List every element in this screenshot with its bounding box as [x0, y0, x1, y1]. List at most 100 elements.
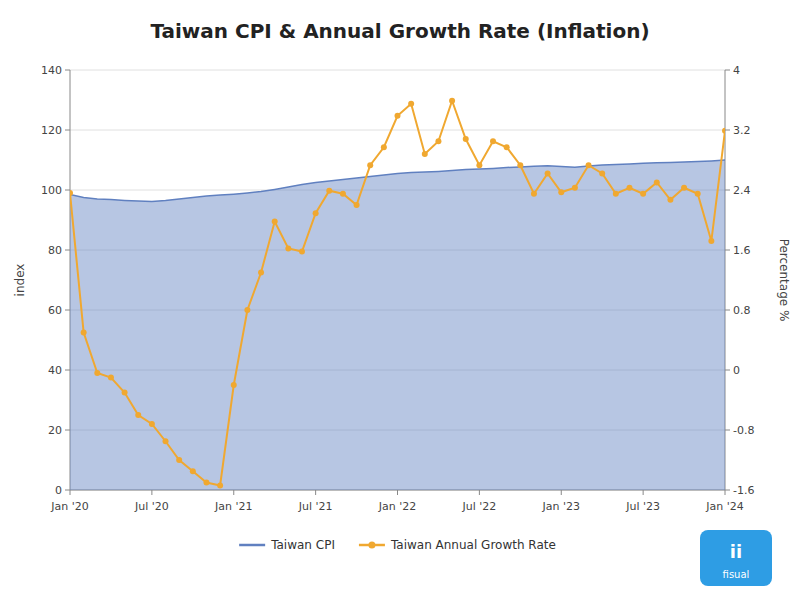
x-tick-label: Jan '23 — [542, 500, 580, 513]
legend-label: Taiwan Annual Growth Rate — [390, 538, 556, 552]
logo: ii fisual — [700, 530, 772, 586]
plot-data — [70, 98, 725, 490]
y2-tick — [725, 310, 730, 311]
y-tick-label: 80 — [48, 244, 62, 257]
y-tick — [65, 250, 70, 251]
growth-marker — [190, 468, 196, 474]
title: Taiwan CPI & Annual Growth Rate (Inflati… — [150, 19, 649, 43]
y-tick — [65, 370, 70, 371]
y2-tick-label: 3.2 — [733, 124, 751, 137]
growth-marker — [517, 162, 523, 168]
growth-marker — [531, 191, 537, 197]
growth-marker — [285, 246, 291, 252]
growth-marker — [217, 483, 223, 489]
growth-marker — [667, 197, 673, 203]
growth-marker — [94, 370, 100, 376]
logo-text: ii — [730, 541, 742, 562]
y-tick-label: 140 — [41, 64, 62, 77]
growth-marker — [367, 162, 373, 168]
growth-marker — [163, 438, 169, 444]
growth-marker — [558, 189, 564, 195]
growth-marker — [326, 188, 332, 194]
y2-tick-label: 1.6 — [733, 244, 751, 257]
growth-marker — [108, 375, 114, 381]
y-tick — [65, 310, 70, 311]
y2-tick — [725, 70, 730, 71]
growth-marker — [613, 191, 619, 197]
growth-marker — [354, 202, 360, 208]
growth-marker — [476, 162, 482, 168]
growth-marker — [70, 190, 73, 196]
growth-marker — [122, 390, 128, 396]
cpi-line — [70, 160, 725, 201]
growth-marker — [599, 171, 605, 177]
x-tick-label: Jul '20 — [134, 500, 169, 513]
y2-axis-label: Percentage % — [777, 239, 791, 322]
legend-item: Taiwan CPI — [239, 538, 335, 552]
legend-marker — [368, 542, 375, 549]
y2-tick — [725, 130, 730, 131]
growth-marker — [299, 249, 305, 255]
growth-marker — [504, 144, 510, 150]
x-tick — [70, 490, 71, 495]
y2-tick — [725, 430, 730, 431]
growth-marker — [272, 219, 278, 225]
growth-marker — [449, 98, 455, 104]
legend-swatch — [239, 544, 265, 547]
x-tick-label: Jan '20 — [50, 500, 88, 513]
y2-tick-label: -1.6 — [733, 484, 754, 497]
y-tick-label: 100 — [41, 184, 62, 197]
x-tick-label: Jul '21 — [298, 500, 333, 513]
y2-tick — [725, 490, 730, 491]
y2-tick-label: 2.4 — [733, 184, 751, 197]
growth-marker — [654, 180, 660, 186]
growth-marker — [586, 162, 592, 168]
legend-item: Taiwan Annual Growth Rate — [359, 538, 556, 552]
x-tick — [315, 490, 316, 495]
growth-marker — [244, 307, 250, 313]
legend: Taiwan CPI Taiwan Annual Growth Rate — [239, 538, 556, 552]
growth-marker — [81, 330, 87, 336]
growth-marker — [231, 382, 237, 388]
growth-marker — [435, 138, 441, 144]
chart: Taiwan CPI & Annual Growth Rate (Inflati… — [0, 0, 800, 600]
growth-marker — [149, 421, 155, 427]
cpi-area — [70, 160, 725, 490]
growth-marker — [463, 136, 469, 142]
x-tick-label: Jan '22 — [378, 500, 416, 513]
legend-label: Taiwan CPI — [270, 538, 335, 552]
y-tick-label: 20 — [48, 424, 62, 437]
growth-line — [70, 101, 725, 486]
y-tick-label: 60 — [48, 304, 62, 317]
growth-marker — [626, 185, 632, 191]
growth-marker — [490, 138, 496, 144]
growth-marker — [722, 128, 725, 134]
x-tick — [725, 490, 726, 495]
x-tick — [397, 490, 398, 495]
grid-line — [70, 70, 725, 71]
growth-marker — [395, 113, 401, 119]
y2-tick-label: 4 — [733, 64, 740, 77]
x-tick — [233, 490, 234, 495]
growth-marker — [708, 238, 714, 244]
grid-line — [70, 130, 725, 131]
y-tick-label: 0 — [55, 484, 62, 497]
logo-box — [700, 530, 772, 586]
y2-tick-label: 0 — [733, 364, 740, 377]
y-axis-label: index — [13, 264, 27, 297]
logo-text: fisual — [723, 569, 750, 580]
growth-marker — [681, 185, 687, 191]
x-tick — [479, 490, 480, 495]
growth-marker — [381, 144, 387, 150]
growth-marker — [572, 185, 578, 191]
growth-marker — [203, 480, 209, 486]
growth-marker — [640, 191, 646, 197]
x-tick-label: Jan '21 — [214, 500, 252, 513]
x-tick — [561, 490, 562, 495]
x-tick-label: Jan '24 — [705, 500, 743, 513]
growth-marker — [340, 191, 346, 197]
axes: 020406080100120140-1.6-0.800.81.62.43.24… — [41, 64, 754, 513]
growth-marker — [545, 171, 551, 177]
growth-marker — [313, 210, 319, 216]
growth-marker — [695, 191, 701, 197]
